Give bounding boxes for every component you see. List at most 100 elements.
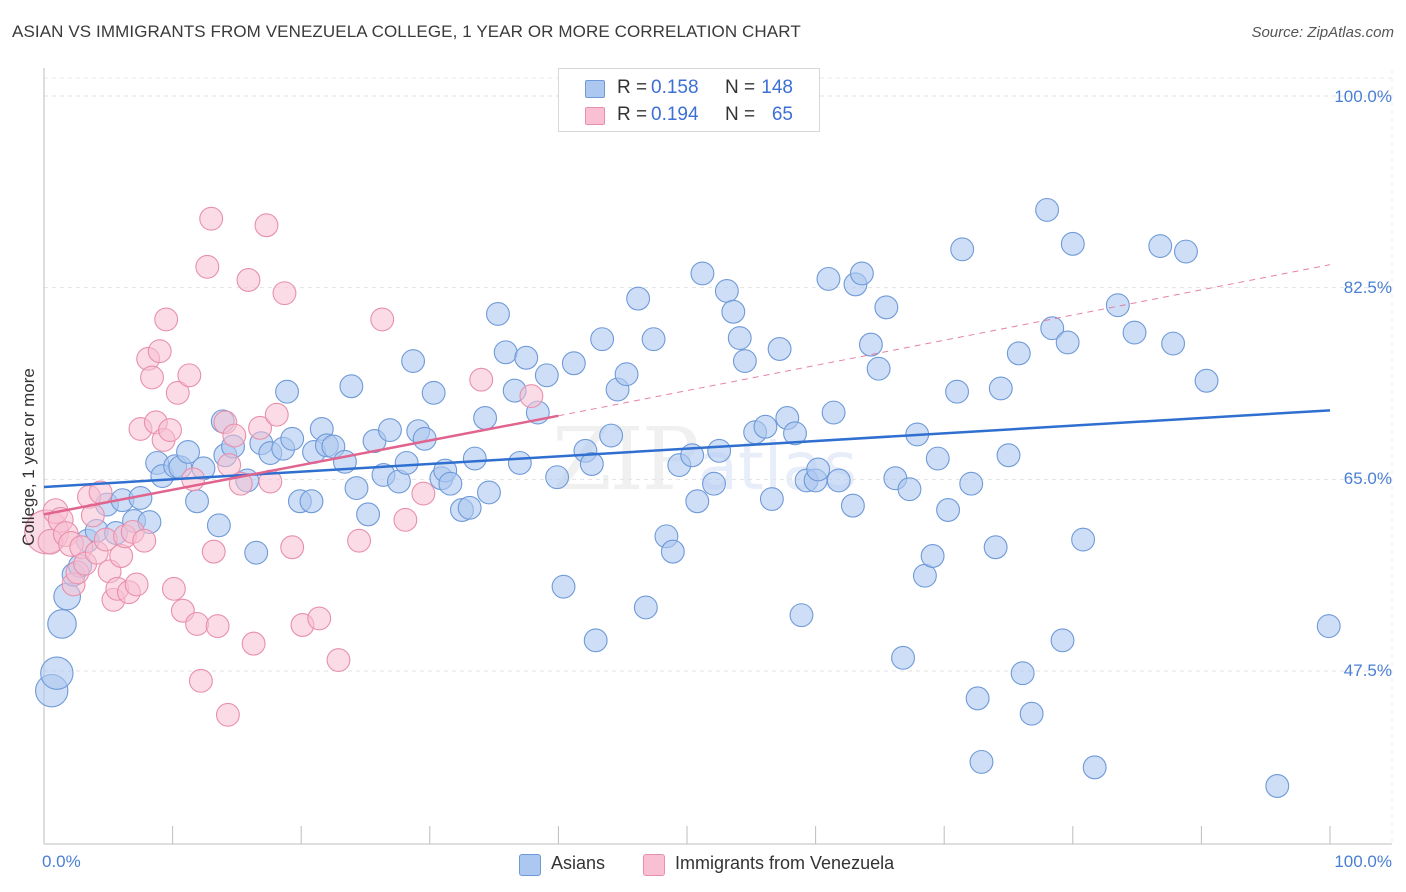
point-asians [507, 450, 532, 475]
point-asians [356, 502, 381, 527]
point-venezuela [347, 528, 372, 553]
point-venezuela [161, 576, 186, 601]
point-venezuela [199, 206, 224, 231]
point-asians [1174, 239, 1198, 264]
stats-n-label: N = [725, 104, 756, 125]
trendline-venezuela [43, 414, 559, 516]
point-asians [874, 295, 899, 320]
stats-n-value: 148 [761, 77, 793, 98]
point-asians [702, 471, 726, 496]
point-asians [759, 487, 784, 511]
point-asians [866, 356, 891, 381]
point-asians [551, 574, 576, 599]
point-asians [1316, 614, 1341, 639]
point-asians [950, 237, 975, 262]
point-asians [486, 302, 510, 326]
point-asians [806, 457, 831, 482]
point-asians [534, 363, 559, 388]
point-asians [579, 452, 604, 476]
point-asians [477, 480, 501, 505]
point-asians [936, 498, 961, 522]
point-venezuela [264, 402, 289, 427]
point-asians [590, 327, 615, 352]
point-venezuela [411, 481, 436, 506]
point-asians [1265, 774, 1290, 798]
point-asians [1194, 368, 1219, 393]
point-asians [1161, 331, 1186, 356]
point-asians [826, 468, 851, 493]
point-asians [462, 446, 487, 471]
chart-source: Source: ZipAtlas.com [1251, 24, 1394, 41]
point-asians [969, 749, 994, 774]
point-asians [1105, 293, 1130, 318]
point-asians [641, 327, 666, 352]
point-asians [421, 380, 446, 405]
point-asians [614, 362, 639, 387]
point-venezuela [109, 544, 134, 568]
point-asians [457, 495, 482, 520]
y-tick-label-82-5: 82.5% [1343, 278, 1392, 297]
point-venezuela [241, 631, 266, 656]
point-asians [1148, 234, 1173, 258]
point-venezuela [272, 281, 297, 306]
legend-swatch-asians [519, 854, 541, 876]
point-asians [1006, 341, 1031, 366]
point-venezuela [201, 539, 226, 564]
point-asians [821, 400, 846, 425]
point-asians [732, 349, 757, 373]
point-asians [945, 379, 970, 404]
point-asians [344, 476, 369, 501]
point-asians [47, 609, 77, 639]
point-asians [767, 337, 792, 361]
y-tick-label-65: 65.0% [1343, 469, 1392, 488]
point-asians [561, 351, 586, 376]
point-venezuela [254, 213, 279, 238]
point-asians [707, 438, 732, 463]
point-asians [789, 603, 814, 628]
point-asians [206, 513, 231, 538]
point-asians [1082, 755, 1107, 780]
stats-r-value: 0.158 [651, 77, 699, 98]
chart-title: ASIAN VS IMMIGRANTS FROM VENEZUELA COLLE… [12, 22, 801, 41]
point-asians [897, 477, 922, 502]
point-asians [690, 261, 715, 286]
point-venezuela [132, 528, 157, 553]
point-venezuela [307, 606, 332, 631]
point-asians [1040, 316, 1065, 341]
point-asians [176, 440, 200, 464]
point-asians [1035, 197, 1060, 222]
point-asians [185, 489, 209, 514]
legend-label-asians: Asians [551, 853, 606, 873]
point-asians [685, 489, 710, 514]
point-venezuela [158, 418, 182, 442]
point-asians [514, 345, 539, 370]
point-venezuela [195, 254, 220, 279]
point-asians [988, 376, 1013, 401]
point-asians [1050, 628, 1075, 653]
point-asians [840, 493, 865, 518]
point-asians [1071, 527, 1096, 552]
point-asians [545, 465, 570, 490]
point-asians [1019, 701, 1044, 726]
point-asians [493, 340, 518, 365]
point-asians [891, 645, 915, 670]
point-asians [816, 266, 841, 291]
point-venezuela [154, 307, 179, 332]
stats-swatch-asians [585, 80, 605, 98]
point-asians [1060, 231, 1085, 256]
point-asians [299, 489, 324, 514]
point-asians [339, 374, 364, 399]
legend-swatch-venezuela [643, 854, 665, 876]
stats-r-label: R = [617, 77, 648, 98]
point-asians [959, 471, 984, 496]
point-venezuela [248, 415, 272, 440]
legend-label-venezuela: Immigrants from Venezuela [675, 853, 895, 873]
point-venezuela [185, 611, 209, 636]
point-venezuela [140, 365, 164, 390]
point-asians [965, 686, 990, 711]
point-venezuela [147, 339, 172, 364]
point-venezuela [124, 572, 149, 597]
point-venezuela [222, 423, 247, 448]
point-asians [849, 261, 874, 286]
